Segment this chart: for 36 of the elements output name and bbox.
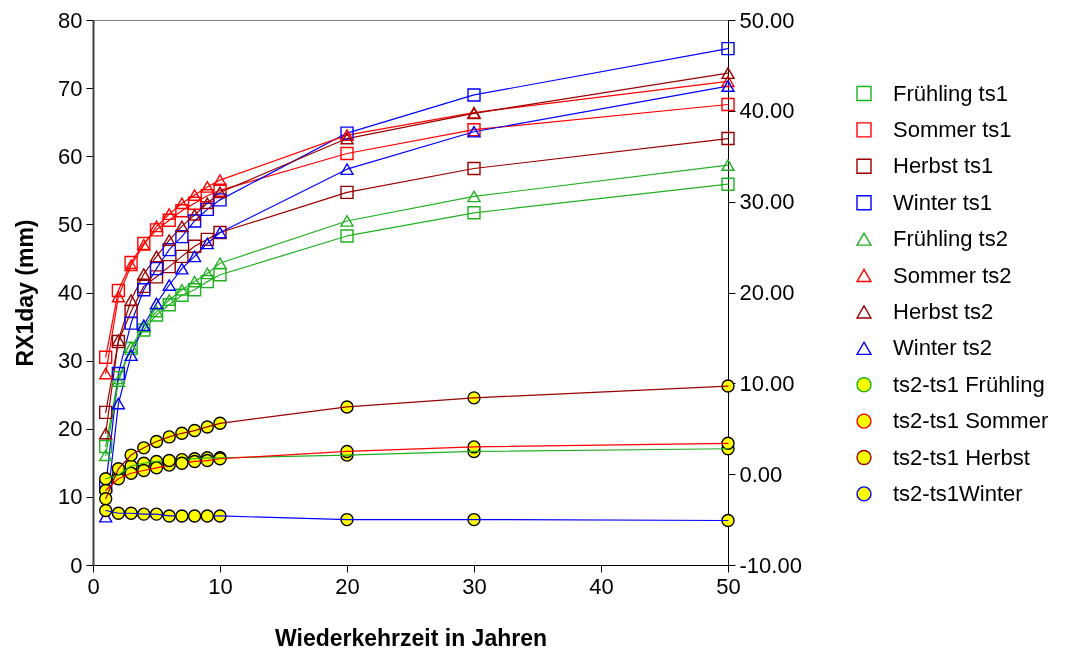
legend-label: Winter ts2 [893, 335, 993, 361]
legend-label: Sommer ts2 [893, 262, 1012, 288]
y2-tick-label: 50.00 [739, 7, 795, 33]
legend-label: ts2-ts1 Sommer [893, 408, 1049, 434]
y-tick-label: 70 [58, 75, 83, 101]
legend-label: ts2-ts1 Herbst [893, 444, 1030, 470]
x-tick-label: 40 [589, 573, 614, 599]
x-tick-label: 30 [462, 573, 487, 599]
y2-tick-label: 10.00 [739, 370, 795, 396]
y2-tick-label: 20.00 [739, 280, 795, 305]
legend-label: ts2-ts1Winter [893, 480, 1023, 506]
legend-label: Frühling ts1 [893, 80, 1008, 106]
y-tick-label: 60 [58, 143, 83, 169]
legend-label: Herbst ts2 [893, 298, 994, 324]
y-tick-label: 20 [58, 416, 83, 442]
y-tick-label: 50 [58, 211, 83, 237]
y-tick-label: 10 [58, 484, 83, 510]
y-tick-label: 40 [58, 280, 83, 305]
y-tick-label: 80 [58, 7, 83, 33]
x-tick-label: 50 [716, 573, 741, 599]
x-tick-label: 0 [87, 573, 100, 599]
legend-label: Frühling ts2 [893, 226, 1008, 252]
y2-tick-label: 30.00 [739, 189, 795, 215]
y2-tick-label: 40.00 [739, 98, 795, 124]
x-tick-label: 20 [335, 573, 360, 599]
y2-tick-label: 0.00 [739, 461, 783, 487]
legend-label: ts2-ts1 Frühling [893, 371, 1045, 397]
legend-label: Sommer ts1 [893, 116, 1012, 142]
legend-label: Herbst ts1 [893, 153, 994, 179]
x-tick-label: 10 [208, 573, 233, 599]
legend-label: Winter ts1 [893, 189, 993, 215]
y2-tick-label: -10.00 [739, 552, 802, 578]
x-axis-title: Wiederkehrzeit in Jahren [274, 624, 548, 651]
y-tick-label: 30 [58, 348, 83, 374]
y-tick-label: 0 [70, 552, 83, 578]
y-axis-title: RX1day (mm) [12, 219, 39, 367]
